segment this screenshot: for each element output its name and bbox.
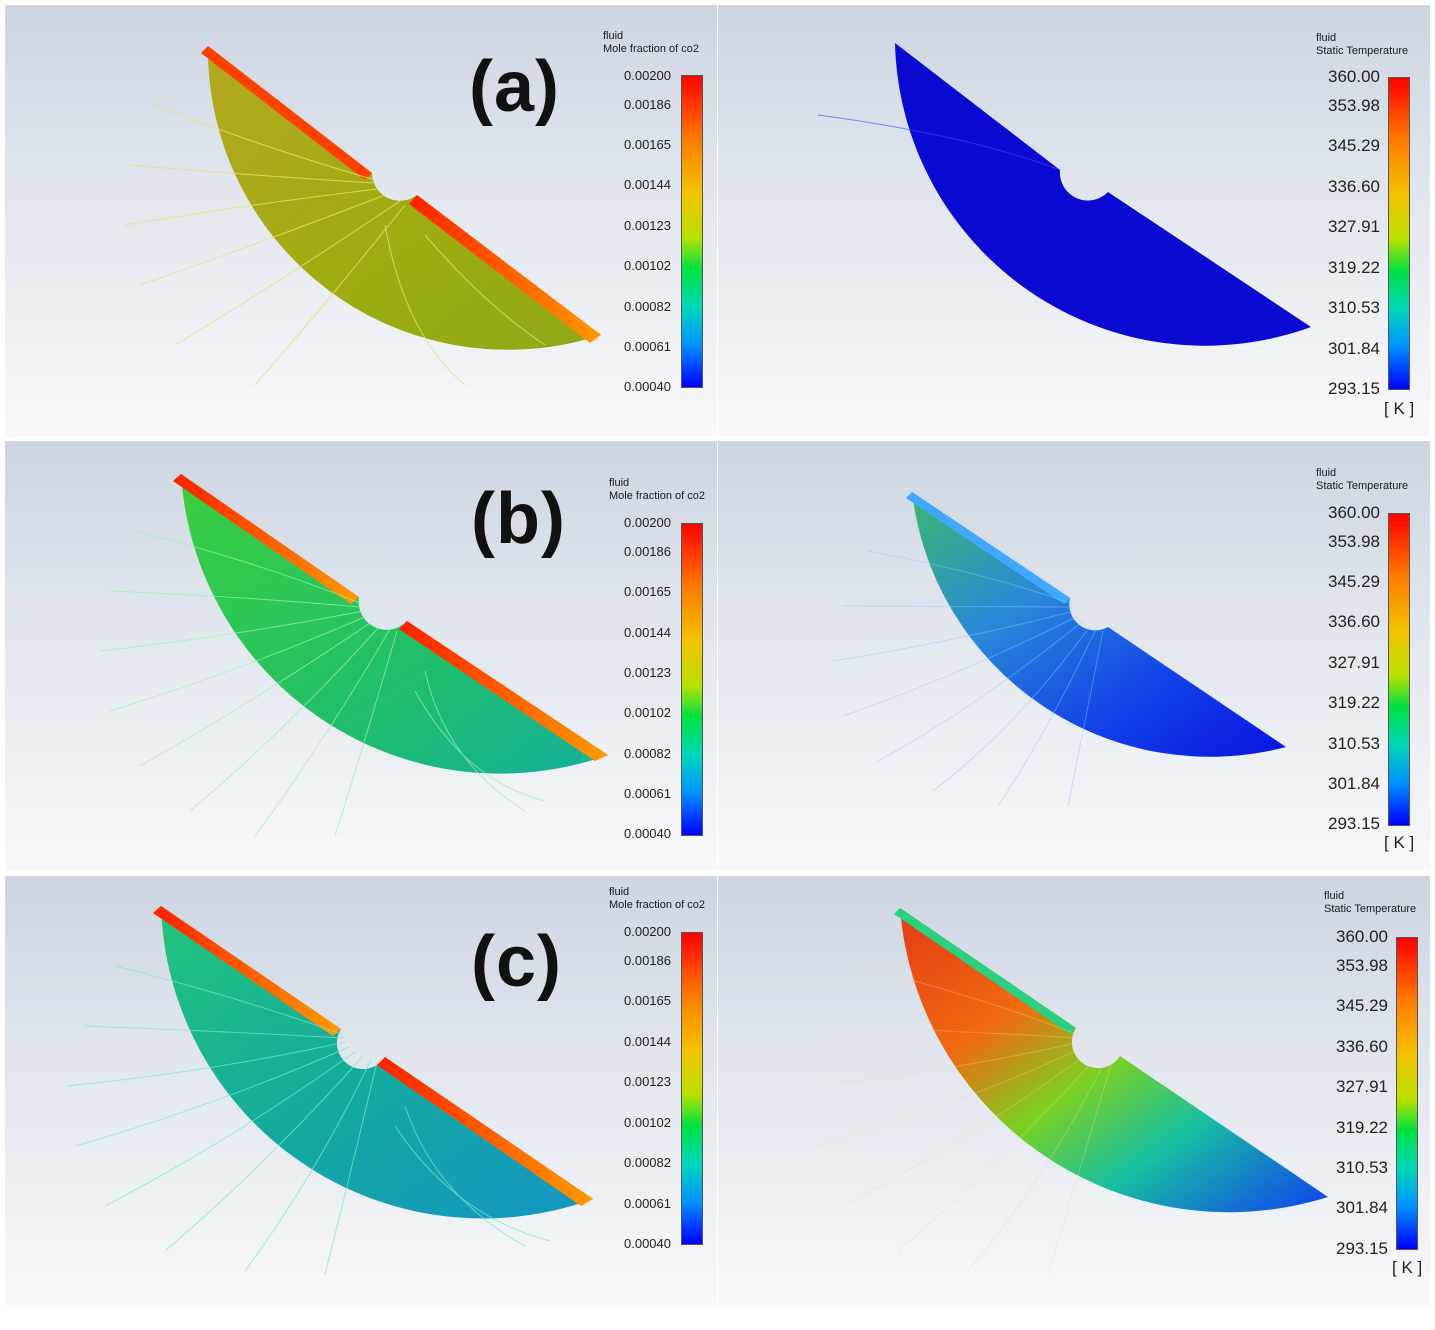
tick-label: 0.00061 <box>624 1196 671 1211</box>
panel-c-temp: fluid Static Temperature 360.00 353.98 34… <box>718 876 1430 1306</box>
tick-label: 0.00082 <box>624 299 671 314</box>
tick-label: 0.00200 <box>624 68 671 83</box>
tick-label: 345.29 <box>1328 136 1380 155</box>
tick-label: 0.00144 <box>624 1034 671 1049</box>
legend-title: fluid Static Temperature <box>1324 890 1417 915</box>
temp-unit: [ K ] <box>1384 833 1415 852</box>
temp-contour-b <box>832 492 1286 807</box>
tick-label: 327.91 <box>1336 1077 1388 1096</box>
panel-a-temp: fluid Static Temperature 360.00 353.98 34… <box>718 5 1430 437</box>
co2-contour-b <box>99 474 608 837</box>
tick-label: 0.00123 <box>624 218 671 233</box>
tick-label: 293.15 <box>1328 379 1380 398</box>
tick-label: 360.00 <box>1328 67 1380 86</box>
tick-label: 319.22 <box>1328 258 1380 277</box>
tick-label: 360.00 <box>1328 503 1380 522</box>
co2-colorbar <box>681 523 703 836</box>
co2-contour-a <box>124 46 601 386</box>
legend-title: fluid Static Temperature <box>1316 32 1409 57</box>
tick-label: 353.98 <box>1328 532 1380 551</box>
temp-colorbar <box>1396 937 1418 1250</box>
tick-label: 0.00061 <box>624 786 671 801</box>
tick-label: 310.53 <box>1328 298 1380 317</box>
tick-label: 0.00144 <box>624 177 671 192</box>
temp-colorbar <box>1388 513 1410 826</box>
tick-label: 327.91 <box>1328 217 1380 236</box>
tick-label: 0.00040 <box>624 379 671 394</box>
tick-label: 0.00123 <box>624 1074 671 1089</box>
tick-label: 0.00200 <box>624 924 671 939</box>
panel-b-co2: (b) fluid Mole fraction of co2 0.00200 0.… <box>5 441 717 871</box>
tick-label: 0.00200 <box>624 515 671 530</box>
tick-label: 0.00102 <box>624 1115 671 1130</box>
panel-c-co2: (c) fluid Mole fraction of co2 0.00200 0.… <box>5 876 717 1306</box>
panel-a-co2: (a) fluid Mole fraction of co2 0.00200 0.… <box>5 5 717 437</box>
panel-label: (a) <box>469 47 560 127</box>
tick-label: 360.00 <box>1336 927 1388 946</box>
panel-label: (c) <box>471 922 562 1002</box>
temp-contour-a <box>817 43 1311 346</box>
tick-label: 293.15 <box>1328 814 1380 833</box>
tick-label: 301.84 <box>1336 1198 1388 1217</box>
tick-label: 319.22 <box>1336 1118 1388 1137</box>
co2-colorbar <box>681 75 703 388</box>
panel-label: (b) <box>471 479 566 559</box>
tick-label: 0.00186 <box>624 544 671 559</box>
tick-label: 345.29 <box>1328 572 1380 591</box>
tick-label: 0.00061 <box>624 339 671 354</box>
tick-label: 0.00082 <box>624 746 671 761</box>
tick-label: 0.00040 <box>624 826 671 841</box>
legend-title: fluid Mole fraction of co2 <box>609 477 705 502</box>
temp-colorbar <box>1388 77 1410 390</box>
tick-label: 301.84 <box>1328 339 1380 358</box>
tick-label: 0.00102 <box>624 258 671 273</box>
tick-label: 293.15 <box>1336 1239 1388 1258</box>
tick-label: 0.00123 <box>624 665 671 680</box>
panel-b-temp: fluid Static Temperature 360.00 353.98 34… <box>718 441 1430 871</box>
tick-label: 0.00082 <box>624 1155 671 1170</box>
temp-contour-c <box>812 908 1328 1275</box>
tick-label: 336.60 <box>1336 1037 1388 1056</box>
tick-label: 319.22 <box>1328 693 1380 712</box>
tick-label: 301.84 <box>1328 774 1380 793</box>
tick-label: 310.53 <box>1336 1158 1388 1177</box>
tick-label: 327.91 <box>1328 653 1380 672</box>
co2-contour-c <box>66 906 593 1275</box>
tick-label: 0.00102 <box>624 705 671 720</box>
tick-label: 353.98 <box>1328 96 1380 115</box>
tick-label: 0.00165 <box>624 584 671 599</box>
tick-label: 0.00186 <box>624 97 671 112</box>
tick-label: 0.00186 <box>624 953 671 968</box>
tick-label: 0.00040 <box>624 1236 671 1251</box>
temp-unit: [ K ] <box>1392 1258 1423 1277</box>
co2-colorbar <box>681 932 703 1245</box>
temp-unit: [ K ] <box>1384 399 1415 418</box>
tick-label: 345.29 <box>1336 996 1388 1015</box>
legend-title: fluid Static Temperature <box>1316 467 1409 492</box>
legend-title: fluid Mole fraction of co2 <box>609 886 705 911</box>
tick-label: 353.98 <box>1336 956 1388 975</box>
tick-label: 0.00144 <box>624 625 671 640</box>
tick-label: 0.00165 <box>624 137 671 152</box>
tick-label: 336.60 <box>1328 612 1380 631</box>
legend-title: fluid Mole fraction of co2 <box>603 30 699 55</box>
tick-label: 310.53 <box>1328 734 1380 753</box>
tick-label: 0.00165 <box>624 993 671 1008</box>
tick-label: 336.60 <box>1328 177 1380 196</box>
